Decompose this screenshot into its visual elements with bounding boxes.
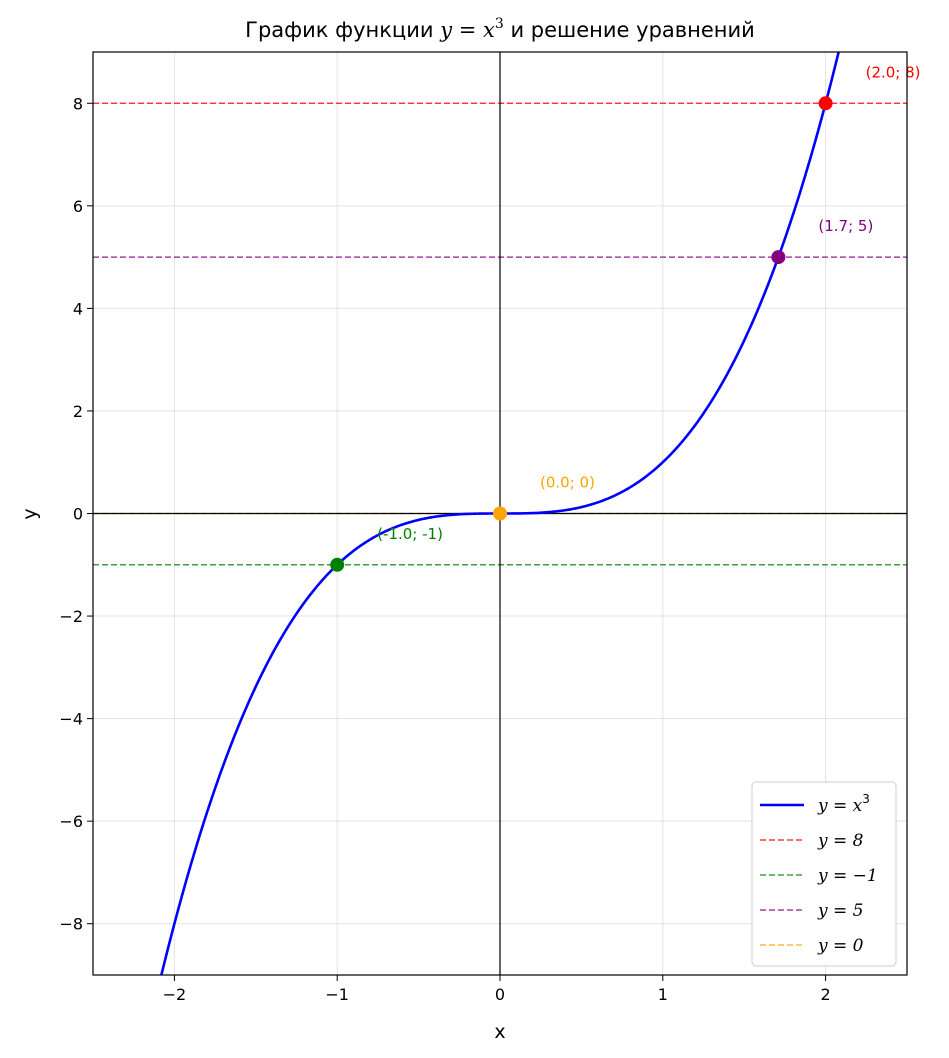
- x-ticks: −2 −1 0 1 2: [163, 975, 831, 1004]
- legend: y = x3 y = 8 y = −1 y = 5 y = 0: [751, 781, 897, 967]
- x-tick-label: −1: [325, 985, 349, 1004]
- point-2: [771, 250, 786, 265]
- intersection-points: [330, 96, 833, 572]
- legend-box: [751, 781, 897, 967]
- y-tick-label: −4: [59, 710, 83, 729]
- legend-label-curve: y = x3: [817, 792, 870, 816]
- y-tick-label: 2: [73, 402, 83, 421]
- point-label-2: (1.7; 5): [818, 217, 873, 235]
- y-tick-label: −8: [59, 915, 83, 934]
- point-label-3: (0.0; 0): [540, 474, 595, 492]
- y-ticks: −8 −6 −4 −2 0 2 4 6 8: [59, 94, 93, 934]
- point-0: [818, 96, 833, 111]
- y-tick-label: 0: [73, 505, 83, 524]
- point-1: [330, 557, 345, 572]
- y-axis-label: y: [19, 508, 41, 519]
- x-tick-label: 2: [821, 985, 831, 1004]
- legend-label-3: y = 0: [817, 936, 864, 956]
- y-tick-label: −6: [59, 812, 83, 831]
- y-tick-label: 4: [73, 299, 83, 318]
- legend-label-2: y = 5: [817, 901, 863, 921]
- legend-label-1: y = −1: [817, 866, 878, 886]
- x-tick-label: −2: [163, 985, 187, 1004]
- point-3: [493, 506, 507, 521]
- y-tick-label: 8: [73, 94, 83, 113]
- point-label-0: (2.0; 8): [866, 63, 921, 81]
- chart-title: График функции y = x3 и решение уравнени…: [245, 16, 755, 42]
- x-tick-label: 0: [495, 985, 505, 1004]
- y-tick-label: 6: [73, 197, 83, 216]
- legend-label-0: y = 8: [817, 831, 864, 851]
- x-axis-label: x: [494, 1021, 505, 1043]
- point-label-1: (-1.0; -1): [377, 525, 443, 543]
- x-tick-label: 1: [658, 985, 668, 1004]
- y-tick-label: −2: [59, 607, 83, 626]
